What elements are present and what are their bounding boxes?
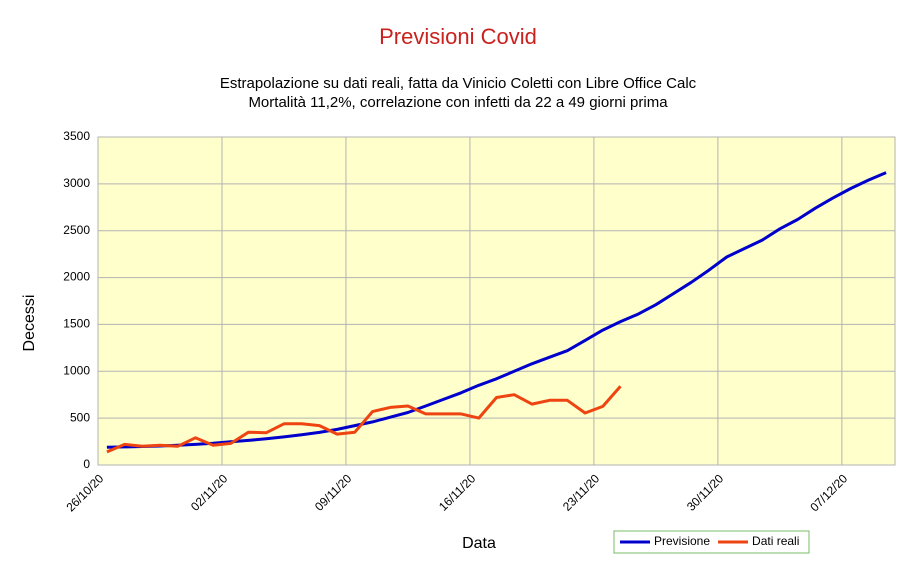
chart-title: Previsioni Covid [379, 24, 537, 49]
x-tick-label: 02/11/20 [188, 471, 231, 514]
chart-subtitle: Estrapolazione su dati reali, fatta da V… [220, 75, 697, 92]
y-tick-label: 1500 [63, 317, 90, 331]
plot-area [98, 137, 895, 465]
chart-subtitle: Mortalità 11,2%, correlazione con infett… [248, 94, 668, 111]
x-tick-label: 09/11/20 [312, 471, 355, 514]
legend-label: Dati reali [752, 534, 799, 548]
x-axis-label: Data [462, 535, 496, 552]
legend-label: Previsione [654, 534, 710, 548]
y-axis-label: Decessi [21, 295, 38, 352]
x-tick-label: 07/12/20 [807, 471, 850, 514]
y-tick-label: 0 [83, 457, 90, 471]
y-tick-label: 1000 [63, 363, 90, 377]
x-tick-label: 16/11/20 [436, 471, 479, 514]
y-tick-label: 2500 [63, 223, 90, 237]
data-line [106, 385, 622, 454]
y-tick-label: 2000 [63, 270, 90, 284]
y-tick-label: 500 [70, 410, 90, 424]
x-tick-label: 23/11/20 [560, 471, 603, 514]
x-tick-label: 30/11/20 [684, 471, 727, 514]
x-tick-label: 26/10/20 [63, 471, 106, 514]
legend-box [613, 530, 810, 554]
y-tick-label: 3000 [63, 176, 90, 190]
plot-border [97, 136, 896, 466]
y-tick-label: 3500 [63, 129, 90, 143]
